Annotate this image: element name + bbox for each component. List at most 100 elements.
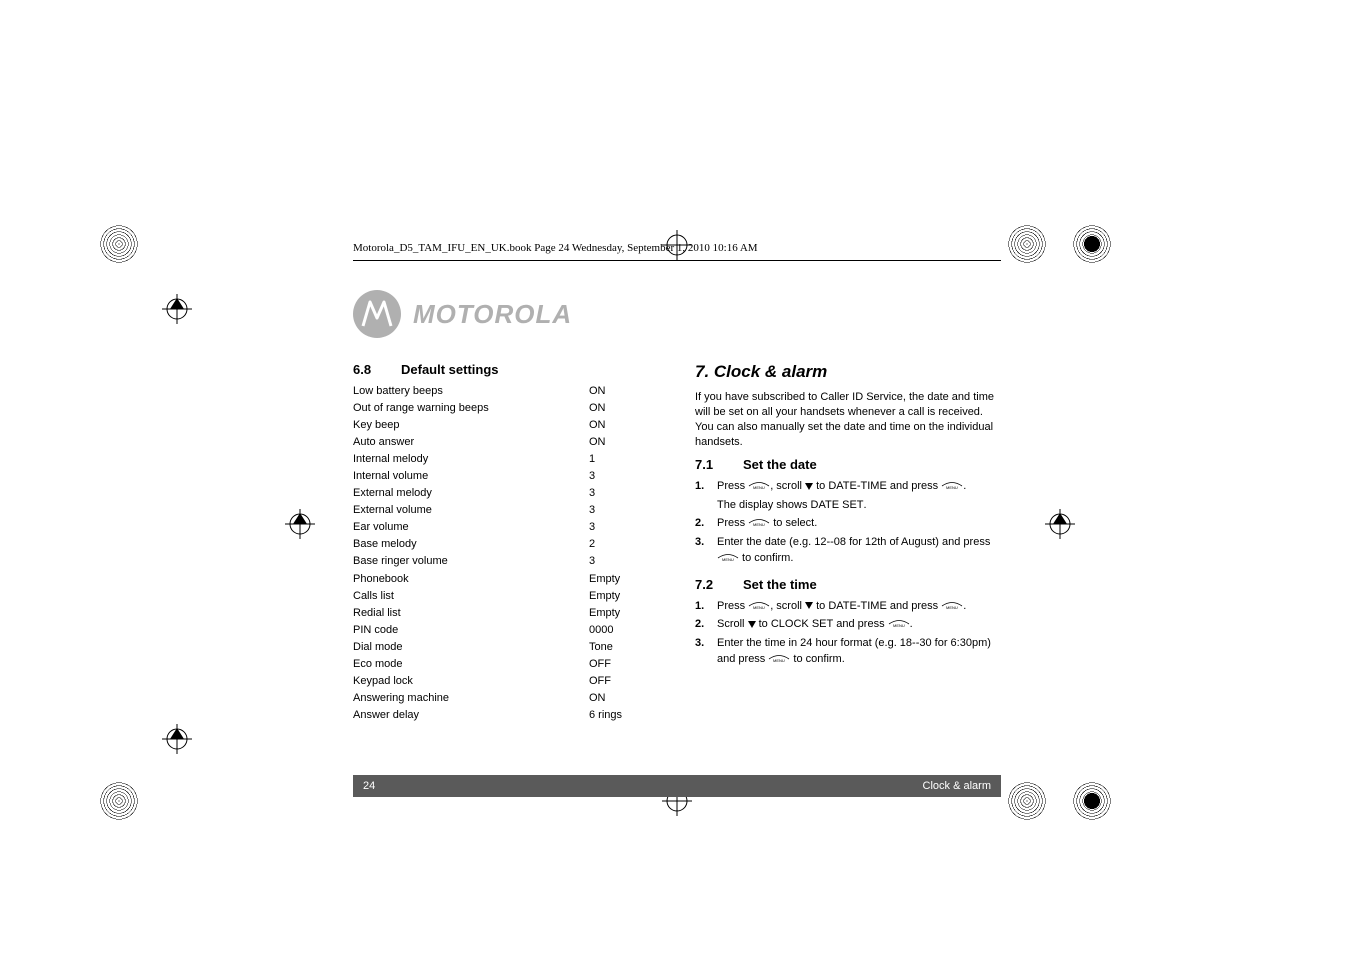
setting-label: Low battery beeps (353, 383, 589, 400)
step-number: 3. (695, 534, 709, 567)
setting-label: Key beep (353, 417, 589, 434)
step-number: 1. (695, 478, 709, 513)
crop-mark-tl (100, 225, 138, 263)
svg-text:MENU: MENU (722, 557, 734, 562)
section-num: 6.8 (353, 362, 381, 377)
page-number: 24 (363, 780, 375, 792)
setting-value: 3 (589, 502, 659, 519)
left-column: 6.8 Default settings Low battery beepsON… (353, 362, 659, 724)
setting-value: Empty (589, 605, 659, 622)
settings-row: Keypad lockOFF (353, 673, 659, 690)
page-header-rule (353, 260, 1001, 261)
menu-icon: MENU (748, 518, 770, 528)
settings-row: Auto answerON (353, 434, 659, 451)
svg-text:MENU: MENU (893, 623, 905, 628)
setting-value: OFF (589, 656, 659, 673)
setting-label: Keypad lock (353, 673, 589, 690)
setting-label: Auto answer (353, 434, 589, 451)
section-6-8-heading: 6.8 Default settings (353, 362, 659, 377)
svg-text:MENU: MENU (773, 658, 785, 663)
setting-label: Calls list (353, 588, 589, 605)
svg-text:MENU: MENU (946, 605, 958, 610)
intro-paragraph: If you have subscribed to Caller ID Serv… (695, 390, 1001, 449)
settings-row: Internal melody1 (353, 451, 659, 468)
down-arrow-icon (748, 621, 756, 628)
setting-value: 0000 (589, 622, 659, 639)
setting-label: Dial mode (353, 639, 589, 656)
settings-row: Redial listEmpty (353, 605, 659, 622)
steps-7-1: 1. Press MENU, scroll to DATE-TIME and p… (695, 478, 1001, 567)
menu-icon: MENU (748, 601, 770, 611)
settings-row: Answer delay6 rings (353, 707, 659, 724)
menu-icon: MENU (717, 553, 739, 563)
down-arrow-icon (805, 602, 813, 609)
setting-value: 3 (589, 519, 659, 536)
step-body: Press MENU, scroll to DATE-TIME and pres… (717, 478, 1001, 513)
setting-label: Phonebook (353, 571, 589, 588)
setting-value: 3 (589, 553, 659, 570)
section-7-2-heading: 7.2 Set the time (695, 577, 1001, 592)
setting-label: Answering machine (353, 690, 589, 707)
setting-value: ON (589, 400, 659, 417)
crop-mark-br-ring (1008, 782, 1046, 820)
section-title: Default settings (401, 362, 499, 377)
reg-mark-left-bot (162, 724, 192, 759)
step-body: Press MENU to select. (717, 515, 1001, 532)
menu-icon: MENU (941, 601, 963, 611)
setting-value: ON (589, 434, 659, 451)
step-number: 2. (695, 616, 709, 633)
step-body: Enter the date (e.g. 12--08 for 12th of … (717, 534, 1001, 567)
settings-row: Low battery beepsON (353, 383, 659, 400)
reg-mark-left-mid (285, 509, 315, 544)
menu-icon: MENU (748, 481, 770, 491)
setting-label: Base melody (353, 536, 589, 553)
setting-label: Out of range warning beeps (353, 400, 589, 417)
setting-value: Tone (589, 639, 659, 656)
default-settings-table: Low battery beepsONOut of range warning … (353, 383, 659, 724)
setting-label: Eco mode (353, 656, 589, 673)
crop-mark-tr-ring (1008, 225, 1046, 263)
setting-value: 1 (589, 451, 659, 468)
setting-label: External melody (353, 485, 589, 502)
menu-icon: MENU (768, 654, 790, 664)
setting-label: Redial list (353, 605, 589, 622)
section-num: 7.1 (695, 457, 723, 472)
settings-row: Dial modeTone (353, 639, 659, 656)
setting-label: Internal volume (353, 468, 589, 485)
step-body: Scroll to CLOCK SET and press MENU. (717, 616, 1001, 633)
setting-value: 6 rings (589, 707, 659, 724)
setting-value: OFF (589, 673, 659, 690)
step-number: 3. (695, 635, 709, 668)
section-title: Set the time (743, 577, 817, 592)
setting-label: Internal melody (353, 451, 589, 468)
setting-label: Answer delay (353, 707, 589, 724)
settings-row: PIN code0000 (353, 622, 659, 639)
setting-value: 3 (589, 468, 659, 485)
settings-row: External volume3 (353, 502, 659, 519)
setting-value: 2 (589, 536, 659, 553)
svg-text:MENU: MENU (753, 522, 765, 527)
settings-row: External melody3 (353, 485, 659, 502)
step-body: Enter the time in 24 hour format (e.g. 1… (717, 635, 1001, 668)
setting-label: Base ringer volume (353, 553, 589, 570)
steps-7-2: 1. Press MENU, scroll to DATE-TIME and p… (695, 598, 1001, 668)
footer-bar: 24 Clock & alarm (353, 775, 1001, 797)
setting-label: PIN code (353, 622, 589, 639)
crop-mark-tr-solid (1073, 225, 1111, 263)
footer-title: Clock & alarm (923, 780, 991, 792)
setting-value: ON (589, 383, 659, 400)
svg-text:MENU: MENU (753, 605, 765, 610)
page-header-text: Motorola_D5_TAM_IFU_EN_UK.book Page 24 W… (353, 242, 758, 254)
section-title: Set the date (743, 457, 817, 472)
brand-text: MOTOROLA (413, 299, 572, 330)
settings-row: Ear volume3 (353, 519, 659, 536)
section-num: 7.2 (695, 577, 723, 592)
settings-row: Base melody2 (353, 536, 659, 553)
setting-value: Empty (589, 571, 659, 588)
svg-text:MENU: MENU (753, 485, 765, 490)
setting-value: ON (589, 417, 659, 434)
setting-label: External volume (353, 502, 589, 519)
step-number: 1. (695, 598, 709, 615)
crop-mark-bl (100, 782, 138, 820)
menu-icon: MENU (888, 619, 910, 629)
